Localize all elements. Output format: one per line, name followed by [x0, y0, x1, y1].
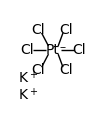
Text: +: +: [29, 70, 37, 80]
Text: Cl: Cl: [59, 23, 73, 37]
Text: K: K: [19, 88, 28, 102]
Text: Cl: Cl: [59, 63, 73, 77]
Text: +: +: [29, 87, 37, 97]
Text: --: --: [59, 42, 66, 52]
Text: Cl: Cl: [32, 23, 45, 37]
Text: Pt: Pt: [46, 43, 59, 57]
Text: Cl: Cl: [73, 43, 86, 57]
Text: Cl: Cl: [20, 43, 34, 57]
Text: K: K: [19, 71, 28, 85]
Text: Cl: Cl: [32, 63, 45, 77]
